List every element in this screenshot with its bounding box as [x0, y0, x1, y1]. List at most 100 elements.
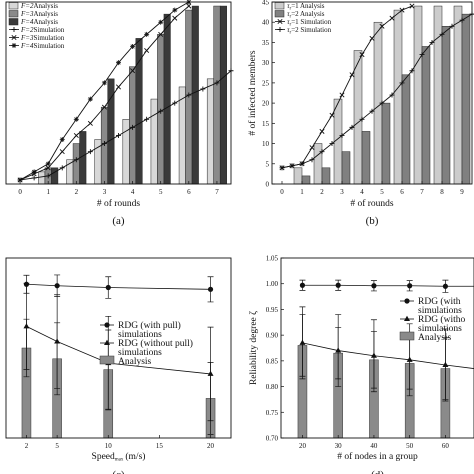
legend-marker [277, 27, 283, 32]
bar [413, 5, 423, 185]
legend-swatch [274, 2, 285, 10]
x-tick-label: 2 [75, 188, 79, 196]
legend-label-var: τ [287, 10, 290, 18]
data-point [144, 31, 150, 37]
bar [293, 167, 303, 185]
data-point [158, 31, 164, 37]
legend-swatch [8, 2, 19, 10]
x-tick-label: 0 [18, 188, 22, 196]
data-point [299, 161, 305, 167]
legend-label: RDG (with pull) [118, 320, 181, 331]
x-tick-label: 60 [442, 442, 450, 450]
legend-label-sub: r [290, 15, 292, 20]
data-point [429, 39, 435, 45]
x-axis-label: # of rounds [97, 198, 141, 209]
data-point [407, 283, 413, 289]
bar [453, 5, 463, 185]
data-point [101, 104, 107, 110]
data-point [130, 43, 136, 49]
panel-caption: (d) [371, 469, 384, 474]
bar [135, 38, 143, 185]
y-tick-label: 45 [262, 0, 270, 7]
legend-label-var: F=2 [20, 26, 34, 34]
legend-label: τr=2 Analysis [287, 10, 325, 20]
chart-panel-d: 0.70 0.75 0.80 0.85 0.90 0.95 1.00 1.05 20 30 40 50… [248, 255, 474, 474]
legend-label-rest: Analysis [34, 2, 59, 10]
x-tick-label: 2 [320, 188, 324, 196]
legend-label-var: τ [287, 26, 290, 34]
legend-marker [404, 298, 410, 304]
x-axis-label: Speedmax (m/s) [92, 451, 146, 463]
bar [206, 78, 214, 185]
y-tick-label: 15 [262, 120, 270, 128]
bar [313, 143, 323, 185]
bar [38, 171, 46, 185]
data-point [409, 3, 415, 9]
legend-label: simulations [118, 330, 162, 340]
data-point [45, 161, 51, 167]
x-tick-label: 5 [380, 188, 384, 196]
legend-swatch [8, 18, 19, 26]
x-tick-label: 40 [370, 442, 378, 450]
legend-label-sub: r [290, 23, 292, 28]
legend-label-rest: =2 Analysis [291, 10, 325, 18]
x-tick-label: 3 [340, 188, 344, 196]
data-point [207, 370, 214, 376]
legend-label: F=3Analysis [20, 10, 58, 18]
data-point [339, 132, 345, 138]
data-point [349, 72, 355, 78]
legend-swatch [99, 355, 115, 365]
plot-frame [5, 1, 232, 185]
bar [393, 9, 403, 185]
data-point [409, 68, 415, 74]
x-tick-label: 6 [400, 188, 404, 196]
legend-swatch [399, 331, 415, 341]
y-tick-label: 20 [262, 100, 270, 108]
data-point [289, 163, 295, 169]
legend-label: F=2Analysis [20, 2, 58, 10]
data-point [87, 96, 93, 102]
data-point [449, 23, 455, 29]
data-point [442, 361, 449, 367]
data-point [59, 149, 65, 155]
y-tick-label: 40 [262, 19, 270, 27]
data-point [399, 7, 405, 13]
legend-label: τr=1 Simulation [287, 18, 332, 28]
data-point [309, 145, 315, 151]
bar [51, 167, 59, 185]
panel-caption: (c) [112, 469, 125, 474]
y-tick-label: 1.05 [266, 255, 279, 263]
x-tick-label: 2 [25, 442, 29, 450]
data-point [389, 15, 395, 21]
x-axis-label: # of rounds [350, 198, 394, 209]
data-point [116, 132, 121, 138]
bar [461, 13, 471, 185]
data-point [54, 283, 60, 289]
x-tick-label: 10 [105, 442, 113, 450]
bar [150, 98, 158, 185]
data-point [200, 86, 206, 92]
series-line [302, 284, 474, 287]
x-tick-label: 9 [460, 188, 464, 196]
bar [163, 13, 171, 185]
data-point [115, 84, 122, 90]
data-point [45, 173, 51, 179]
legend-label-rest: =2 Simulation [291, 26, 331, 34]
data-point [442, 283, 449, 289]
legend-label-rest: =1 Analysis [291, 2, 325, 10]
x-tick-label: 3 [103, 188, 107, 196]
x-tick-label: 5 [55, 442, 59, 450]
data-point [105, 284, 111, 291]
x-tick-label: 6 [187, 188, 191, 196]
data-point [17, 177, 23, 183]
panel-caption: (a) [112, 215, 125, 227]
legend-label: F=4Simulation [20, 42, 65, 50]
data-point [439, 31, 445, 37]
data-point [369, 108, 375, 114]
series-line [19, 70, 232, 181]
legend-marker [104, 322, 110, 328]
data-point [186, 3, 192, 9]
data-point [186, 92, 192, 98]
